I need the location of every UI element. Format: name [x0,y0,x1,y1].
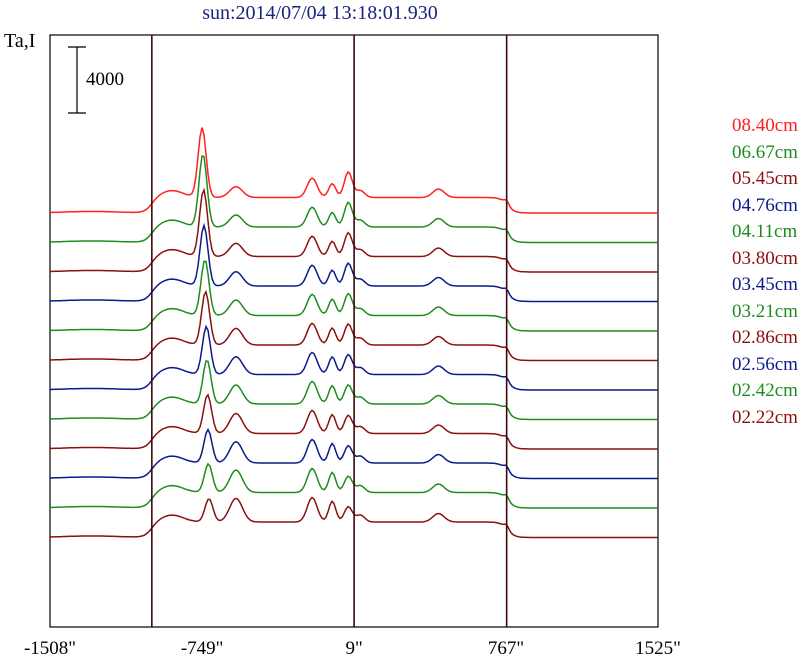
y-axis-label: Ta,I [4,30,36,52]
legend-item: 05.45cm [732,168,798,189]
legend-item: 04.76cm [732,194,798,216]
scale-bar-label: 4000 [86,69,124,90]
x-tick-label: -749" [180,638,224,659]
legend-item: 06.67cm [732,141,798,163]
legend-item: 02.42cm [732,380,798,401]
legend-item: 02.22cm [732,406,798,428]
x-tick-label: 767" [487,638,525,659]
x-tick-label: 1525" [635,638,681,659]
legend-item: 04.11cm [732,221,798,242]
legend-item: 03.80cm [732,247,798,269]
legend-item: 03.21cm [732,300,798,322]
x-tick-label: 9" [345,638,363,659]
x-tick-label: -1508" [23,638,77,659]
legend-item: 03.45cm [732,274,798,295]
legend-item: 02.86cm [732,327,798,348]
legend-item: 02.56cm [732,353,798,375]
legend-item: 08.40cm [732,115,798,136]
chart-title: sun:2014/07/04 13:18:01.930 [202,2,438,24]
